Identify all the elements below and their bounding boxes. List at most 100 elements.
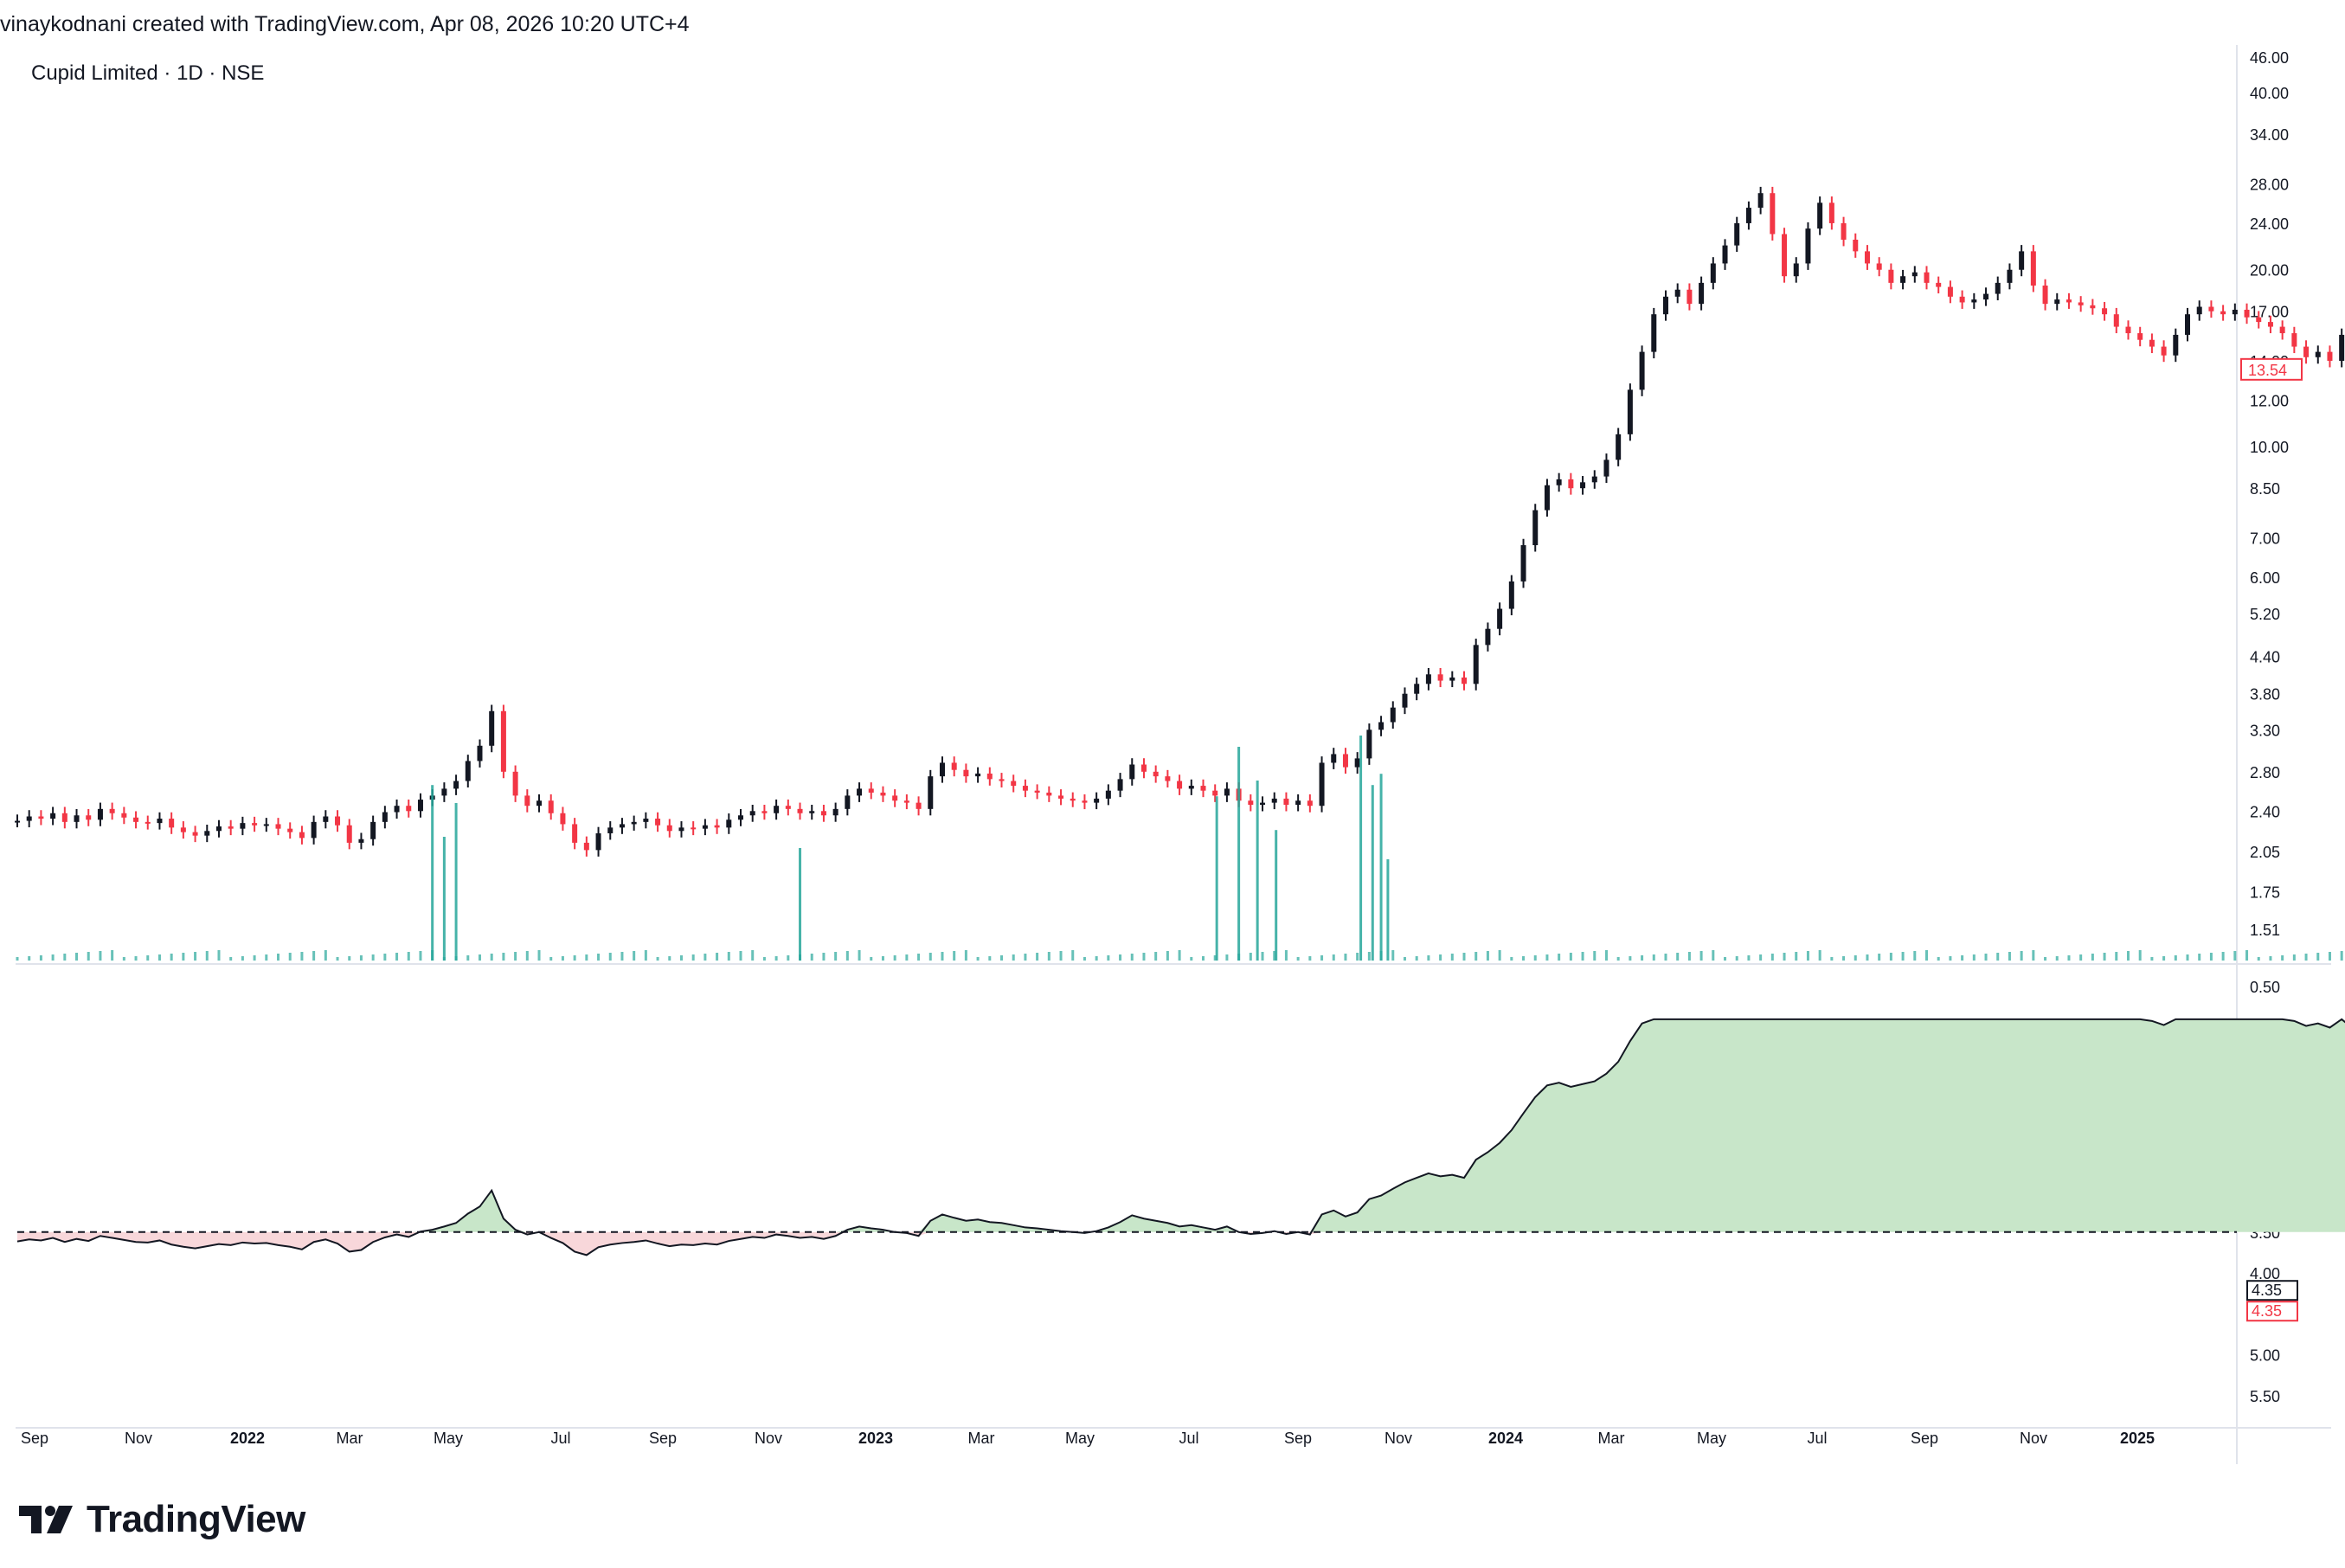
volume-bar	[1996, 953, 2000, 961]
candle	[880, 786, 886, 802]
volume-bar	[229, 957, 233, 961]
candle	[1342, 748, 1348, 774]
candle	[1900, 269, 1906, 290]
candle-body	[1331, 754, 1337, 763]
candle	[1307, 794, 1313, 813]
candle	[655, 812, 661, 832]
candle	[2256, 311, 2262, 329]
candle-body	[738, 815, 744, 820]
candle	[820, 805, 826, 822]
volume-bar	[1320, 955, 1324, 961]
volume-bar	[383, 954, 387, 961]
volume-bar	[99, 951, 102, 961]
candle	[1485, 622, 1491, 652]
candle-body	[1117, 779, 1123, 791]
candle-body	[1591, 476, 1597, 483]
candle-body	[382, 812, 388, 822]
volume-bar	[537, 950, 541, 961]
candle	[1627, 383, 1633, 441]
candle	[1283, 792, 1289, 812]
candle-body	[1497, 608, 1503, 629]
volume-bar	[1273, 951, 1276, 961]
candle	[15, 814, 20, 828]
volume-bar	[87, 952, 90, 961]
candle-body	[560, 813, 566, 825]
volume-bar	[2198, 954, 2201, 961]
candle	[1140, 758, 1147, 779]
candle	[1568, 472, 1574, 495]
volume-bar	[1937, 957, 1940, 961]
volume-bar	[810, 954, 813, 961]
candle	[1011, 774, 1017, 793]
volume-bar	[1984, 954, 1988, 961]
candle	[346, 819, 352, 850]
price-tick-label: 12.00	[2250, 392, 2289, 409]
candle-body	[109, 808, 115, 813]
candle-body	[595, 832, 601, 851]
tradingview-logo[interactable]: TradingView	[19, 1495, 305, 1544]
candle	[2185, 307, 2191, 342]
volume-bar	[2316, 953, 2320, 961]
volume-bar	[1664, 954, 1667, 961]
volume-bar	[2257, 957, 2260, 961]
volume-spike	[442, 837, 446, 961]
candle	[1699, 276, 1705, 311]
candle-body	[2303, 346, 2310, 357]
volume-bar	[893, 955, 896, 961]
volume-spike	[1379, 774, 1383, 961]
volume-bar	[1889, 953, 1892, 961]
volume-spike	[1215, 796, 1218, 961]
candle-body	[986, 773, 993, 780]
candle-body	[2137, 333, 2143, 340]
candle-body	[1366, 729, 1372, 759]
volume-bar	[1213, 955, 1217, 961]
volume-bar	[1474, 952, 1478, 961]
candle-body	[2291, 333, 2297, 347]
candle	[1686, 283, 1693, 311]
candle-body	[975, 773, 981, 777]
candle	[1853, 233, 1859, 258]
volume-bar	[2103, 953, 2106, 961]
candle-body	[809, 811, 815, 813]
volume-bar	[525, 951, 529, 961]
volume-bar	[1724, 957, 1727, 961]
candle-body	[607, 827, 614, 833]
candle-body	[1058, 795, 1064, 799]
volume-bar	[1166, 951, 1169, 961]
candle	[1082, 794, 1088, 810]
candle	[2066, 292, 2072, 309]
candle-body	[1200, 786, 1206, 791]
candle-body	[2267, 322, 2273, 327]
candle	[951, 756, 957, 777]
price-tick-label: 7.00	[2250, 530, 2280, 547]
volume-bar	[1712, 950, 1715, 961]
volume-bar	[2044, 957, 2047, 961]
time-tick-label: May	[434, 1430, 463, 1447]
price-tick-label: 2.40	[2250, 803, 2280, 820]
candle	[1319, 756, 1325, 813]
candle	[619, 818, 625, 834]
candle	[86, 808, 92, 826]
volume-bar	[2292, 954, 2296, 961]
candle-body	[2279, 326, 2285, 334]
candle-body	[845, 795, 851, 809]
candle-body	[619, 824, 625, 828]
candle	[2113, 307, 2119, 334]
volume-bar	[976, 957, 980, 961]
volume-bar	[2245, 950, 2249, 961]
volume-bar	[1901, 952, 1905, 961]
time-tick-label: Nov	[755, 1430, 782, 1447]
volume-bar	[146, 955, 150, 961]
candle-body	[2125, 326, 2131, 334]
volume-bar	[2209, 953, 2213, 961]
candle-body	[892, 795, 898, 801]
candle-body	[2173, 334, 2179, 356]
volume-spike	[1371, 785, 1374, 961]
candle-body	[536, 800, 543, 806]
volume-bar	[1972, 954, 1976, 961]
candle	[204, 825, 210, 843]
candle	[26, 810, 32, 828]
candle-body	[1140, 764, 1147, 772]
candle-body	[714, 825, 720, 828]
